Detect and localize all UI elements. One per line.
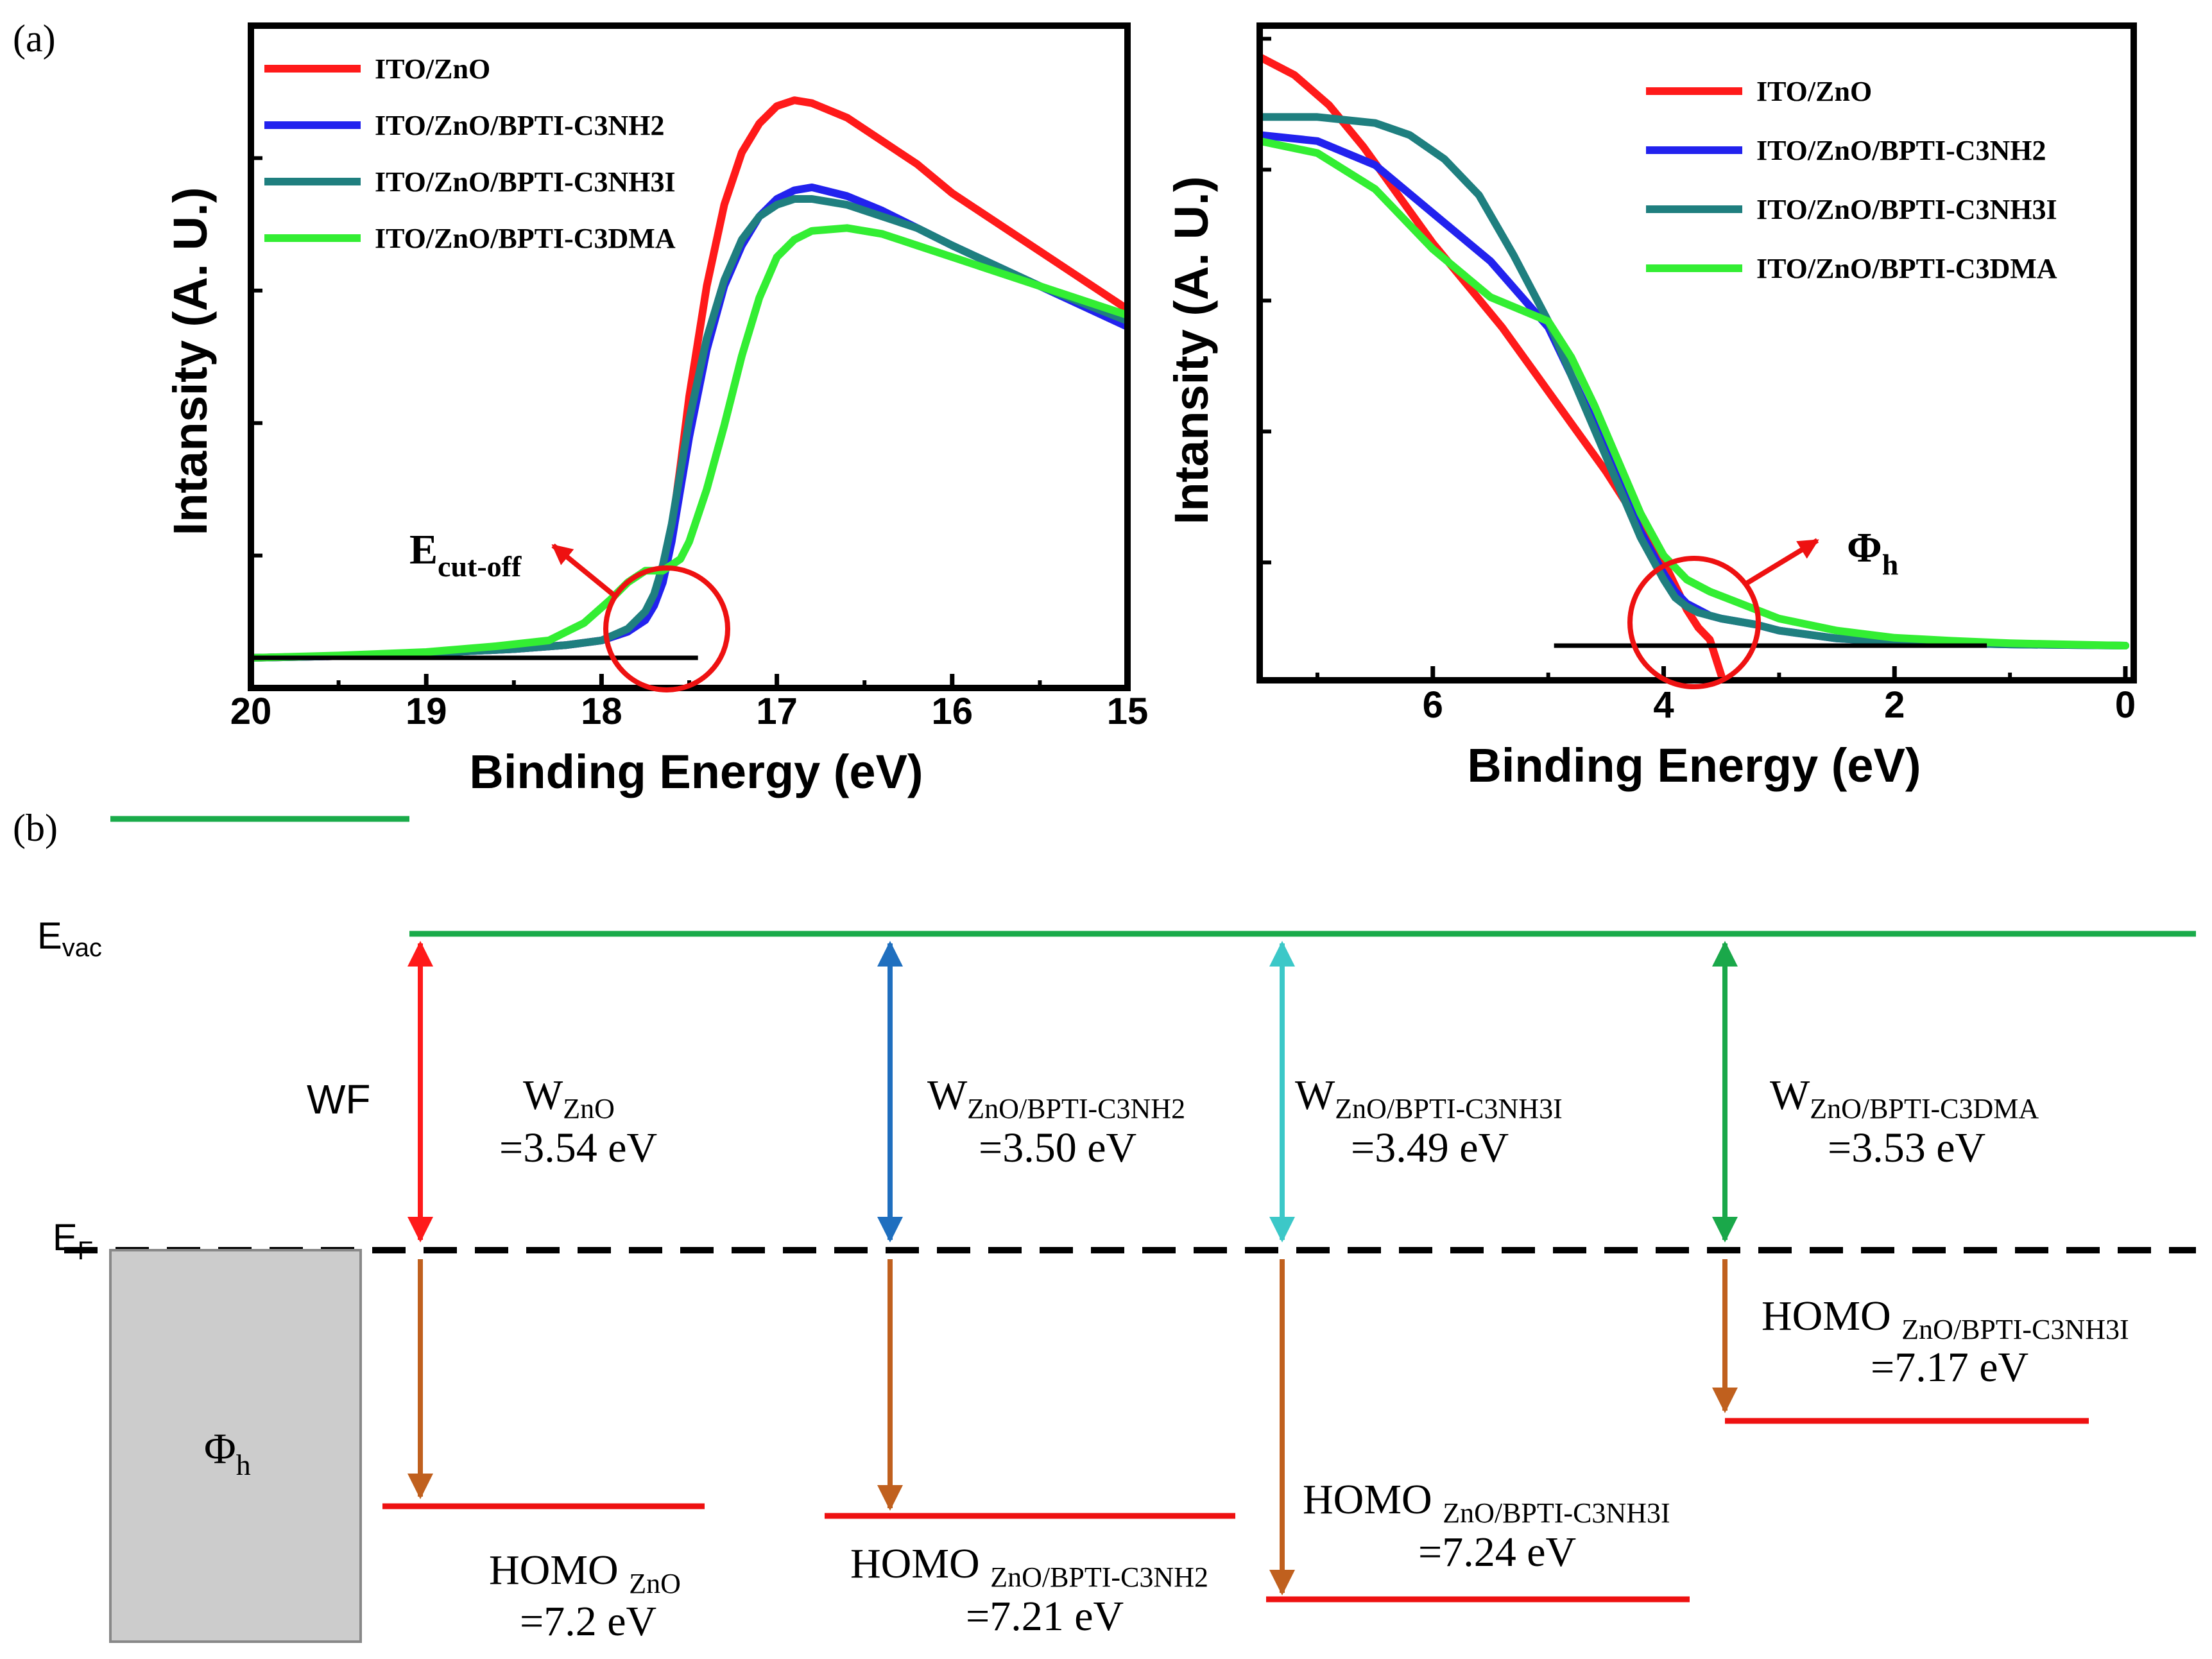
chart-cutoff: 20 19 18 17 16 15 Binding Energy (eV) Intansi… — [164, 22, 1149, 798]
c1-legend-label-3: ITO/ZnO/BPTI-C3NH3I — [375, 166, 676, 198]
c2-legend-label-4: ITO/ZnO/BPTI-C3DMA — [1756, 253, 2057, 284]
wf-zno-name: WZnO — [523, 1072, 615, 1124]
wf-c3nh3i-main: W — [1295, 1072, 1335, 1119]
chart1-cutoff-sub: cut-off — [438, 550, 522, 583]
wf-c3nh3i-value: =3.49 eV — [1351, 1124, 1509, 1171]
c2-x-tick-label: 6 — [1423, 684, 1443, 726]
chart1-y-axis-label: Intansity (A. U.) — [164, 187, 217, 536]
fermi-level-label: EF — [53, 1217, 93, 1265]
evac-label: Evac — [37, 915, 102, 962]
wf-c3dma-main: W — [1770, 1072, 1810, 1119]
homo-c3nh3i-name: HOMO ZnO/BPTI-C3NH3I — [1303, 1476, 1670, 1529]
homo-c3dma-value: =7.17 eV — [1871, 1344, 2028, 1391]
chart2-series-layer — [1260, 53, 2129, 680]
chart2-x-axis-label: Binding Energy (eV) — [1467, 739, 1921, 792]
wf-c3nh3i-name: WZnO/BPTI-C3NH3I — [1295, 1072, 1563, 1124]
chart2-phi-main: Φ — [1847, 524, 1882, 571]
chart2-y-ticks — [1260, 37, 1271, 565]
homo-c3nh3i-value: =7.24 eV — [1418, 1529, 1576, 1576]
c1-series-4 — [251, 224, 1127, 662]
homo-c3nh3i-sub: ZnO/BPTI-C3NH3I — [1443, 1497, 1670, 1529]
homo-c3nh2-name: HOMO ZnO/BPTI-C3NH2 — [850, 1540, 1208, 1593]
c2-x-tick-label: 0 — [2115, 684, 2136, 726]
panel-label-b: (b) — [13, 807, 58, 849]
homo-zno-main: HOMO — [489, 1547, 629, 1594]
chart2-frame — [1256, 22, 2137, 683]
chart1-x-tick-labels: 20 19 18 17 16 15 — [230, 691, 1149, 732]
chart2-x-ticks — [1430, 666, 2128, 680]
phi-box-sub: h — [236, 1448, 251, 1481]
c1-x-tick-label: 17 — [756, 691, 798, 732]
chart1-y-ticks — [251, 24, 262, 558]
fermi-label-main: E — [53, 1217, 78, 1259]
chart2-x-tick-labels: 6 4 2 0 — [1423, 684, 2136, 726]
homo-zno-name: HOMO ZnO — [489, 1547, 681, 1599]
wf-c3nh2-name: WZnO/BPTI-C3NH2 — [927, 1072, 1185, 1124]
wf-zno-main: W — [523, 1072, 563, 1119]
chart2-phi-arrow — [1744, 538, 1819, 587]
wf-c3dma-sub: ZnO/BPTI-C3DMA — [1810, 1093, 2039, 1124]
phi-box — [109, 1249, 362, 1643]
chart1-cutoff-circle — [603, 565, 730, 692]
c1-legend-label-2: ITO/ZnO/BPTI-C3NH2 — [375, 110, 665, 141]
homo-c3nh2-sub: ZnO/BPTI-C3NH2 — [990, 1561, 1208, 1593]
wf-c3nh2-sub: ZnO/BPTI-C3NH2 — [967, 1093, 1185, 1124]
homo-c3nh2-main: HOMO — [850, 1540, 990, 1587]
homo-c3nh2-value: =7.21 eV — [966, 1593, 1124, 1640]
wf-label: WF — [307, 1076, 371, 1122]
chart1-series-layer — [251, 96, 1127, 662]
c1-x-tick-label: 15 — [1107, 691, 1149, 732]
homo-zno-sub: ZnO — [629, 1568, 681, 1599]
chart2-phi-label: Φh — [1847, 524, 1898, 581]
chart1-cutoff-main: E — [409, 526, 438, 573]
c1-series-3 — [251, 195, 1127, 662]
c1-legend-label-1: ITO/ZnO — [375, 53, 490, 85]
wf-c3nh2-value: =3.50 eV — [979, 1124, 1136, 1171]
homo-c3dma-name: HOMO ZnO/BPTI-C3NH3I — [1762, 1293, 2129, 1345]
c1-x-tick-label: 19 — [406, 691, 447, 732]
c2-x-tick-label: 4 — [1653, 684, 1674, 726]
c2-x-tick-label: 2 — [1884, 684, 1905, 726]
chart1-x-ticks — [248, 674, 1130, 688]
c1-x-tick-label: 20 — [230, 691, 272, 732]
phi-box-main: Φ — [204, 1424, 236, 1473]
chart2-y-axis-label: Intansity (A. U.) — [1165, 176, 1218, 525]
chart-valence: 6 4 2 0 Binding Energy (eV) Intansity (A. U… — [1165, 22, 2137, 792]
wf-zno-sub: ZnO — [563, 1093, 615, 1124]
evac-label-main: E — [37, 915, 62, 957]
panel-label-a: (a) — [13, 17, 56, 60]
wf-c3nh2-main: W — [927, 1072, 968, 1119]
c1-x-tick-label: 16 — [932, 691, 973, 732]
evac-label-sub: vac — [62, 934, 102, 962]
c1-legend-label-4: ITO/ZnO/BPTI-C3DMA — [375, 223, 676, 254]
chart1-x-axis-label: Binding Energy (eV) — [469, 745, 923, 798]
homo-c3nh3i-main: HOMO — [1303, 1476, 1443, 1523]
energy-diagram: Evac EF Φh WF WZnO =3.54 eV WZnO/BPTI-C3… — [37, 816, 2196, 1645]
chart1-cutoff-label: Ecut-off — [409, 526, 522, 583]
homo-c3dma-sub: ZnO/BPTI-C3NH3I — [1901, 1314, 2129, 1345]
chart1-cutoff-arrow — [551, 543, 618, 599]
c1-x-tick-label: 18 — [581, 691, 622, 732]
wf-zno-value: =3.54 eV — [499, 1124, 657, 1171]
phi-box-label: Φh — [204, 1424, 251, 1481]
homo-zno-value: =7.2 eV — [520, 1598, 656, 1645]
chart2-phi-sub: h — [1882, 548, 1899, 581]
chart2-phi-circle — [1627, 556, 1761, 689]
c2-series-3 — [1260, 113, 2129, 649]
c2-legend-label-3: ITO/ZnO/BPTI-C3NH3I — [1756, 194, 2057, 225]
c2-legend-label-1: ITO/ZnO — [1756, 76, 1872, 107]
chart1-legend: ITO/ZnO ITO/ZnO/BPTI-C3NH2 ITO/ZnO/BPTI-C3… — [264, 53, 676, 254]
c2-legend-label-2: ITO/ZnO/BPTI-C3NH2 — [1756, 135, 2046, 166]
chart2-minor-ticks — [1315, 673, 2012, 680]
fermi-label-sub: F — [78, 1237, 93, 1265]
wf-c3dma-name: WZnO/BPTI-C3DMA — [1770, 1072, 2039, 1124]
chart2-legend: ITO/ZnO ITO/ZnO/BPTI-C3NH2 ITO/ZnO/BPTI-C3… — [1646, 76, 2057, 284]
wf-c3dma-value: =3.53 eV — [1828, 1124, 1985, 1171]
homo-c3dma-main: HOMO — [1762, 1293, 1901, 1339]
c2-series-4 — [1260, 137, 2129, 649]
c2-series-1 — [1260, 53, 1726, 680]
wf-c3nh3i-sub: ZnO/BPTI-C3NH3I — [1335, 1093, 1562, 1124]
